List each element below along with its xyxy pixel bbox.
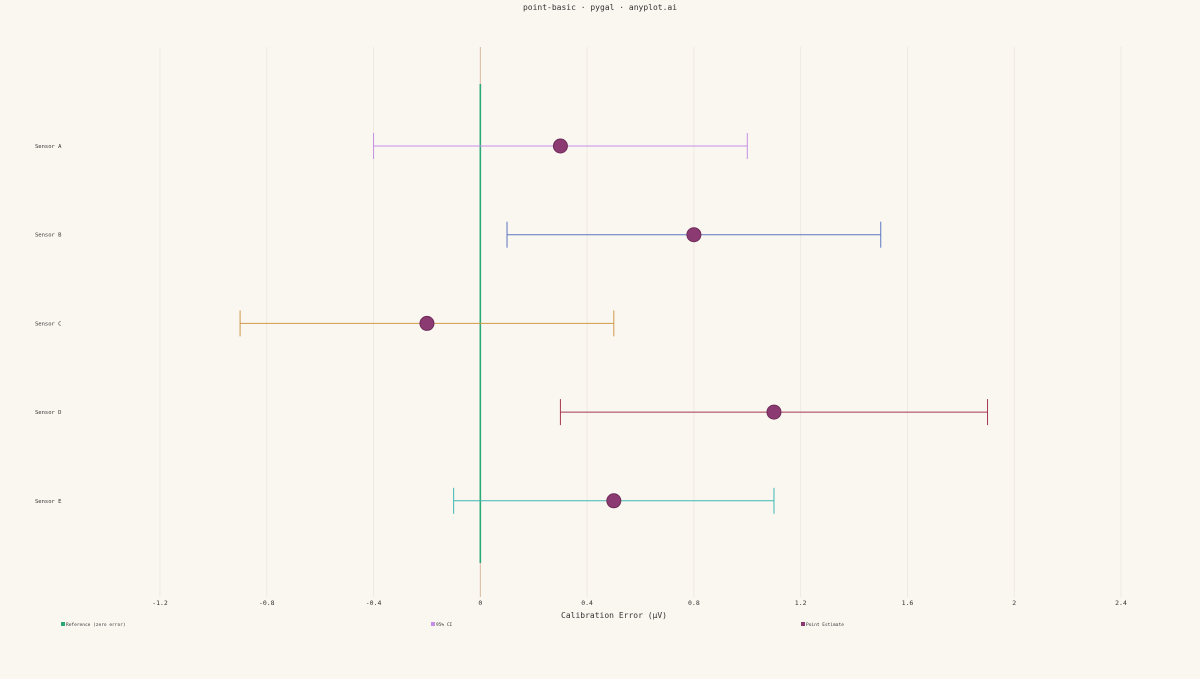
legend-swatch xyxy=(801,622,805,626)
legend-swatch xyxy=(61,622,65,626)
category-label: Sensor E xyxy=(35,499,62,505)
legend-label: Reference (zero error) xyxy=(66,622,126,628)
point-estimate xyxy=(552,138,568,154)
legend-label: Point Estimate xyxy=(806,622,844,628)
legend: Reference (zero error) 95% CI Point Estima… xyxy=(61,622,844,628)
x-tick-label: 1.6 xyxy=(902,599,914,607)
x-tick-label: 1.2 xyxy=(795,599,807,607)
confidence-intervals xyxy=(239,133,989,514)
x-tick-label: 0.8 xyxy=(688,599,700,607)
grid-lines xyxy=(159,47,1122,597)
x-tick-label: 2.4 xyxy=(1115,599,1127,607)
x-tick-labels: -1.2 -0.8 -0.4 0 0.4 0.8 1.2 1.6 2 2.4 xyxy=(152,599,1127,607)
category-label: Sensor B xyxy=(35,233,62,239)
legend-label: 95% CI xyxy=(436,622,453,628)
category-label: Sensor C xyxy=(35,321,62,327)
point-estimate xyxy=(419,315,435,331)
x-tick-label: 0 xyxy=(478,599,482,607)
x-tick-label: -0.4 xyxy=(366,599,382,607)
legend-swatch xyxy=(431,622,435,626)
x-axis-label: Calibration Error (µV) xyxy=(561,611,667,620)
category-labels: Sensor A Sensor B Sensor C Sensor D Sensor E xyxy=(35,144,62,505)
point-estimate xyxy=(766,404,782,420)
x-tick-label: -0.8 xyxy=(259,599,275,607)
point-estimate xyxy=(606,493,622,509)
point-estimates xyxy=(419,138,782,509)
x-tick-label: 2 xyxy=(1012,599,1016,607)
category-label: Sensor A xyxy=(35,144,62,150)
chart-title: point-basic · pygal · anyplot.ai xyxy=(523,3,677,12)
point-estimate xyxy=(686,227,702,243)
x-tick-label: 0.4 xyxy=(581,599,593,607)
x-tick-label: -1.2 xyxy=(152,599,168,607)
category-label: Sensor D xyxy=(35,410,62,416)
